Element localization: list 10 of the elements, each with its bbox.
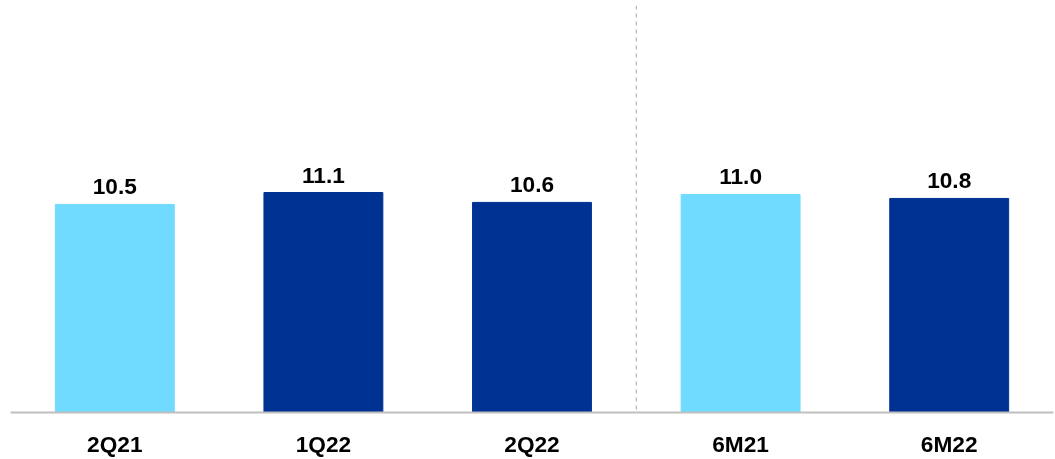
- data-label: 11.1: [301, 161, 345, 188]
- data-label: 10.8: [927, 167, 972, 194]
- x-tick-label: 6M22: [920, 430, 978, 457]
- data-label: 10.5: [92, 173, 137, 200]
- x-tick-label: 1Q22: [295, 430, 352, 457]
- x-tick-label: 2Q22: [504, 430, 560, 457]
- data-label: 10.6: [509, 171, 555, 198]
- x-tick-label: 6M21: [712, 430, 769, 457]
- data-label: 11.0: [719, 163, 763, 190]
- x-tick-label: 2Q21: [87, 430, 143, 457]
